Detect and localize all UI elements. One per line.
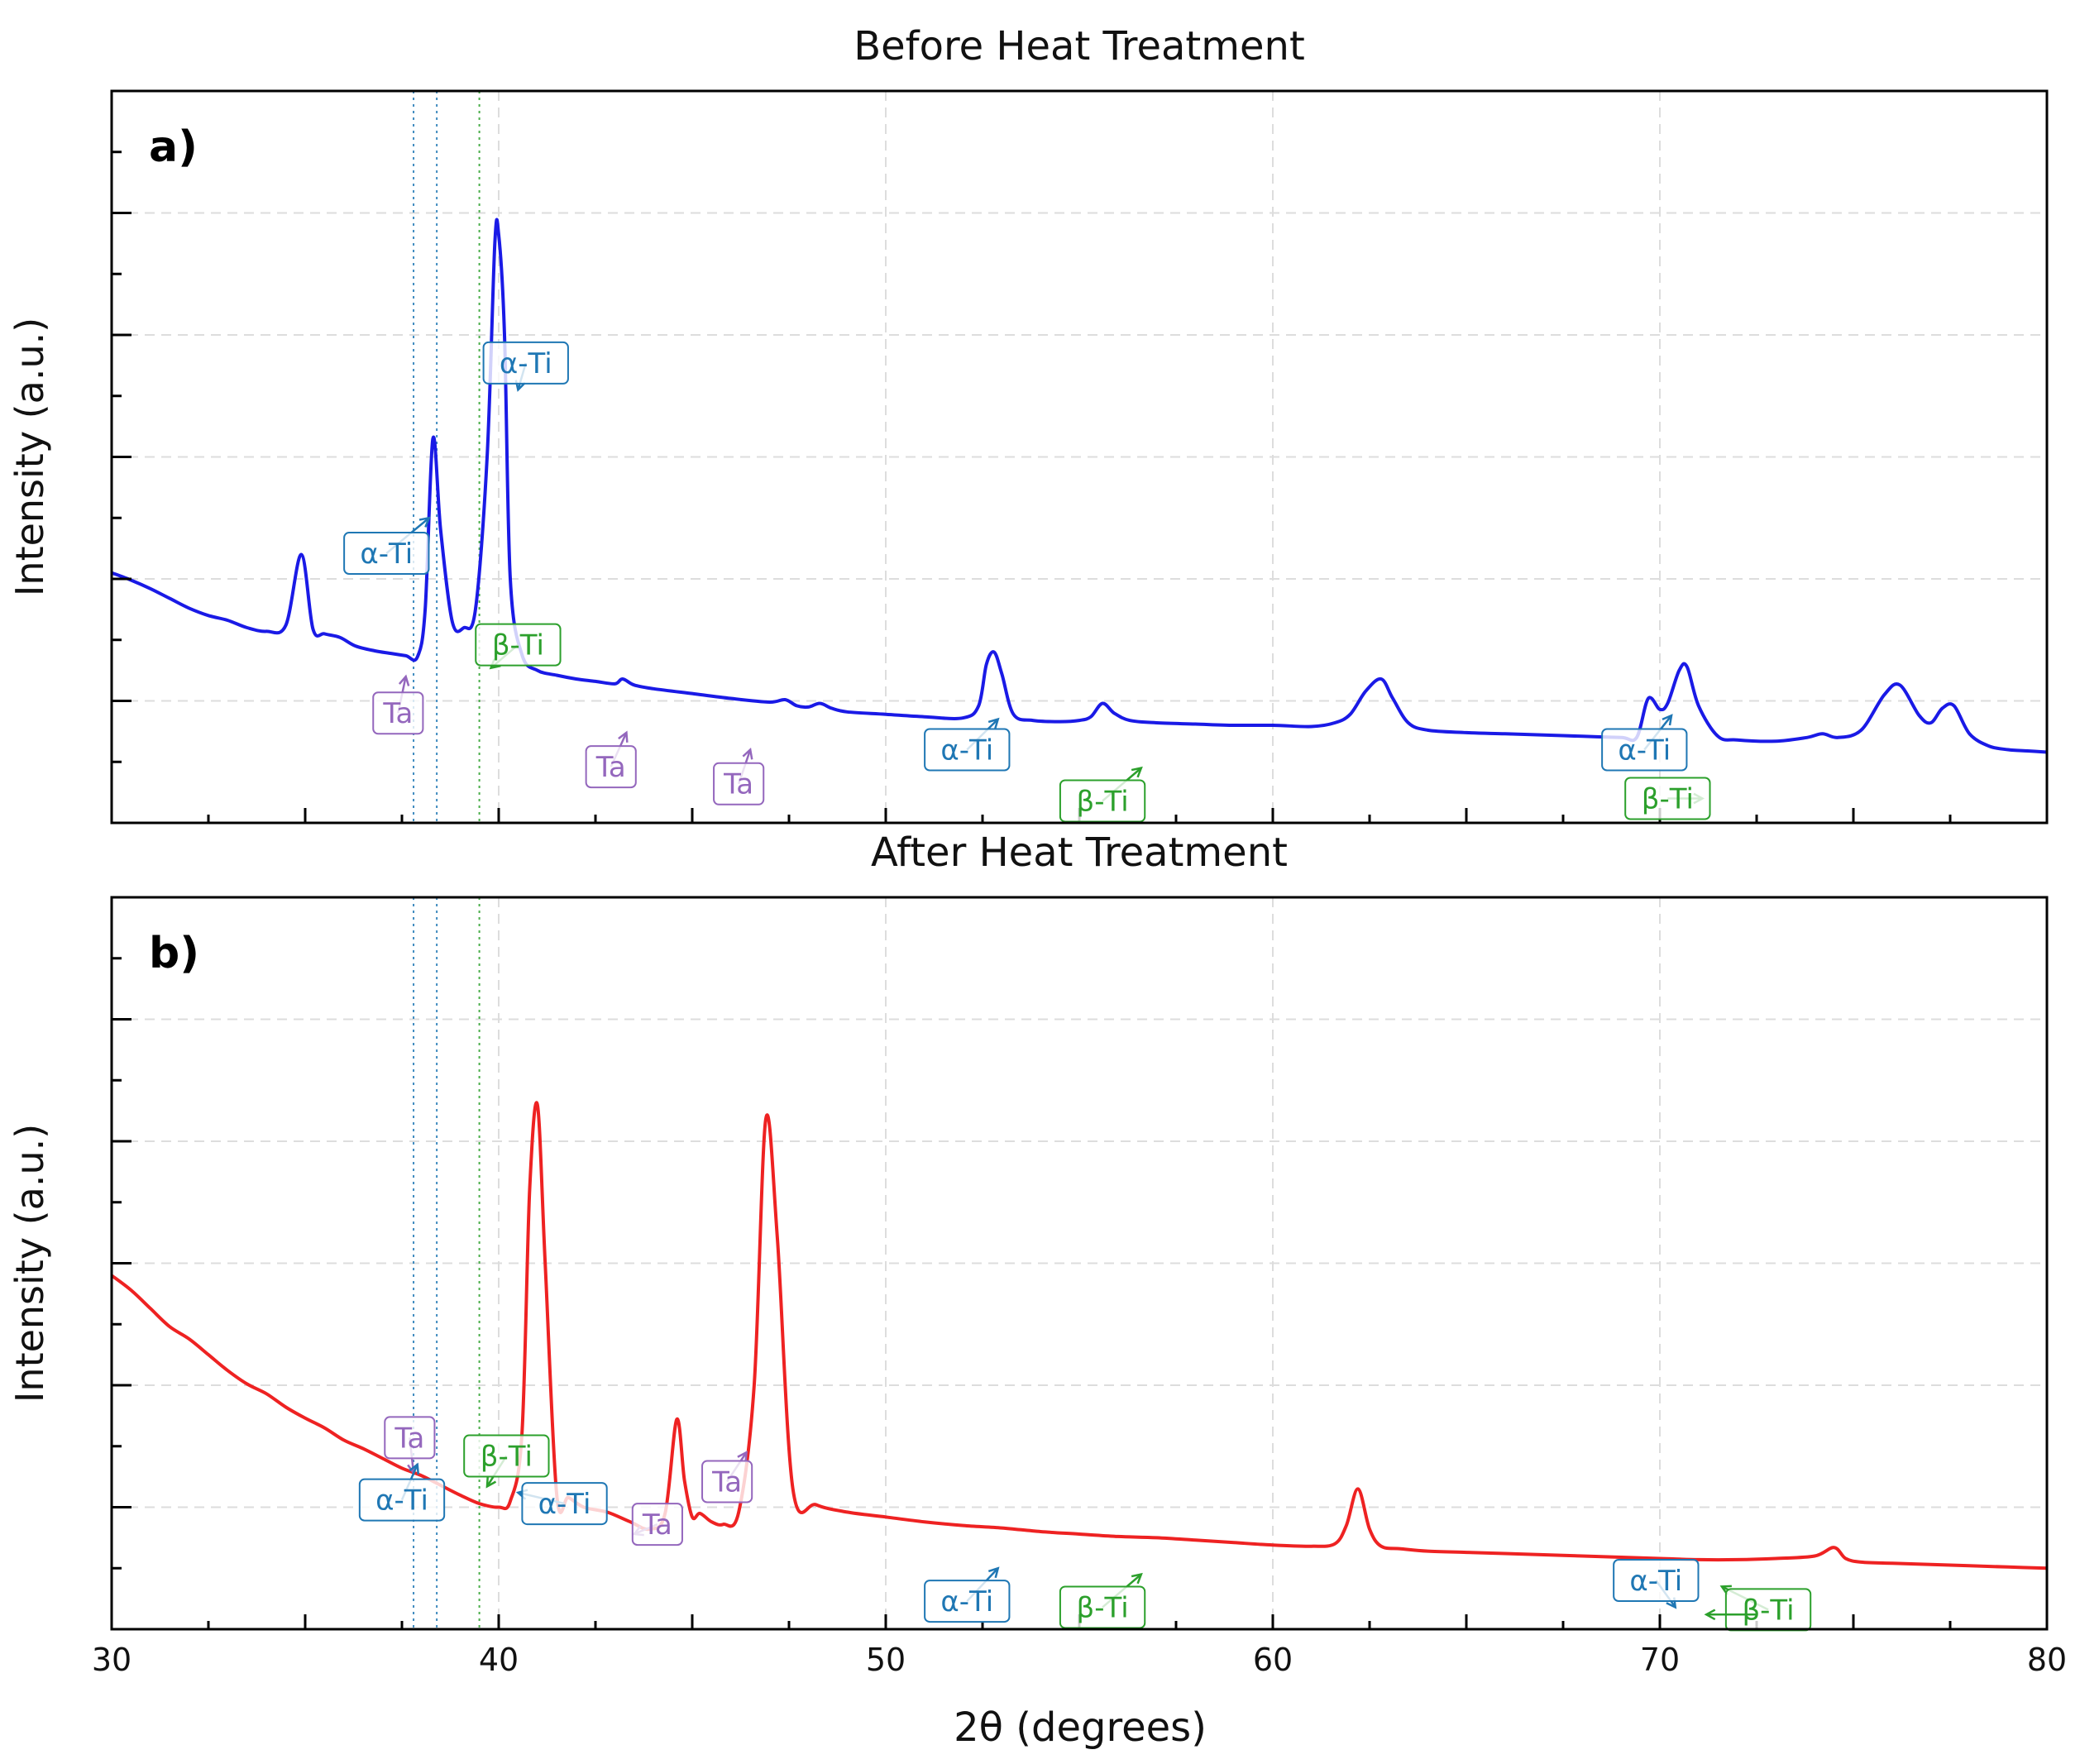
annotation-label: α-Ti xyxy=(538,1488,591,1521)
annotation-box xyxy=(343,532,430,576)
grid-lines xyxy=(112,91,2047,823)
annotation-box xyxy=(1059,779,1146,823)
annotation-label: β-Ti xyxy=(1642,782,1694,815)
annotation-label: α-Ti xyxy=(360,538,413,571)
axis-ticks: 30 40 50 60 70 80 xyxy=(92,896,2067,1678)
annotation-arrowhead xyxy=(418,516,431,528)
annotation-arrowhead xyxy=(485,1476,497,1489)
panel-title: Before Heat Treatment xyxy=(854,23,1305,69)
x-tick-label: 80 xyxy=(2027,1642,2067,1678)
plot-area xyxy=(110,1101,2048,1570)
annotation-box xyxy=(924,1580,1011,1623)
annotation-label: α-Ti xyxy=(375,1484,428,1518)
annotation-box xyxy=(1059,1585,1146,1629)
series-line xyxy=(110,1101,2048,1570)
annotation-label: β-Ti xyxy=(492,629,544,662)
plot-area xyxy=(111,218,2048,754)
annotation-arrowhead xyxy=(1662,714,1673,726)
annotation-box xyxy=(1601,728,1688,772)
annotation-arrowhead xyxy=(618,730,629,743)
annotation-label: α-Ti xyxy=(1629,1565,1682,1598)
annotation-label: Ta xyxy=(723,768,753,801)
axes-frame xyxy=(110,89,2049,825)
panel-title: After Heat Treatment xyxy=(871,829,1288,876)
annotation-arrowhead xyxy=(737,1450,748,1463)
annotation-label: Ta xyxy=(711,1465,742,1499)
annotation-box xyxy=(1613,1559,1700,1602)
y-axis-label: Intensity (a.u.) xyxy=(7,1124,52,1403)
annotation-arrowhead xyxy=(987,1566,1000,1579)
panel-label: a) xyxy=(149,122,198,172)
x-tick-label: 40 xyxy=(479,1642,519,1678)
annotation-box xyxy=(1624,777,1711,820)
panel-before-heat-treatment: α-Ti α-Ti β-Ti Ta Ta Ta α-Ti β-Ti α-Ti β-Ti Befor… xyxy=(7,23,2049,825)
axes-frame xyxy=(110,896,2049,1631)
x-tick-label: 30 xyxy=(92,1642,131,1678)
annotation-box xyxy=(475,623,562,667)
annotation-label: β-Ti xyxy=(1077,785,1129,818)
annotation-box xyxy=(463,1434,550,1478)
annotation-label: Ta xyxy=(382,697,413,730)
annotation-label: Ta xyxy=(642,1508,672,1542)
annotation-box xyxy=(372,691,424,735)
x-axis-label: 2θ (degrees) xyxy=(954,1704,1207,1751)
annotation-arrowhead xyxy=(1131,766,1143,778)
series-line xyxy=(111,218,2048,754)
x-tick-label: 70 xyxy=(1640,1642,1680,1678)
annotation-box xyxy=(924,728,1011,772)
annotation-arrowhead xyxy=(1131,1572,1143,1585)
x-tick-label: 50 xyxy=(866,1642,906,1678)
annotation-arrowhead xyxy=(742,748,753,760)
annotation-box xyxy=(358,1478,446,1522)
panel-label: b) xyxy=(149,929,199,978)
annotation-label: α-Ti xyxy=(940,734,993,767)
annotation-label: Ta xyxy=(394,1422,424,1455)
annotation-box xyxy=(701,1460,753,1503)
phase-annotations: α-Ti α-Ti β-Ti Ta Ta Ta α-Ti β-Ti α-Ti β-Ti xyxy=(343,341,1711,823)
annotation-box xyxy=(384,1416,436,1460)
x-tick-label: 60 xyxy=(1253,1642,1293,1678)
annotation-arrowhead xyxy=(1704,1609,1716,1621)
annotation-arrowhead xyxy=(398,674,410,686)
annotation-box xyxy=(521,1482,608,1526)
annotation-label: β-Ti xyxy=(1077,1591,1129,1624)
y-axis-label: Intensity (a.u.) xyxy=(7,318,52,596)
annotation-box xyxy=(631,1503,683,1546)
annotation-box xyxy=(482,341,569,385)
annotation-box xyxy=(713,762,765,806)
annotation-arrowhead xyxy=(409,1462,420,1475)
annotation-label: β-Ti xyxy=(1742,1594,1794,1627)
annotation-label: α-Ti xyxy=(1618,734,1671,767)
annotation-arrowhead xyxy=(987,717,1000,729)
annotation-label: α-Ti xyxy=(500,347,552,380)
annotation-box xyxy=(585,745,637,789)
annotation-label: β-Ti xyxy=(481,1440,533,1473)
annotation-label: Ta xyxy=(595,751,626,784)
annotation-label: α-Ti xyxy=(940,1585,993,1618)
